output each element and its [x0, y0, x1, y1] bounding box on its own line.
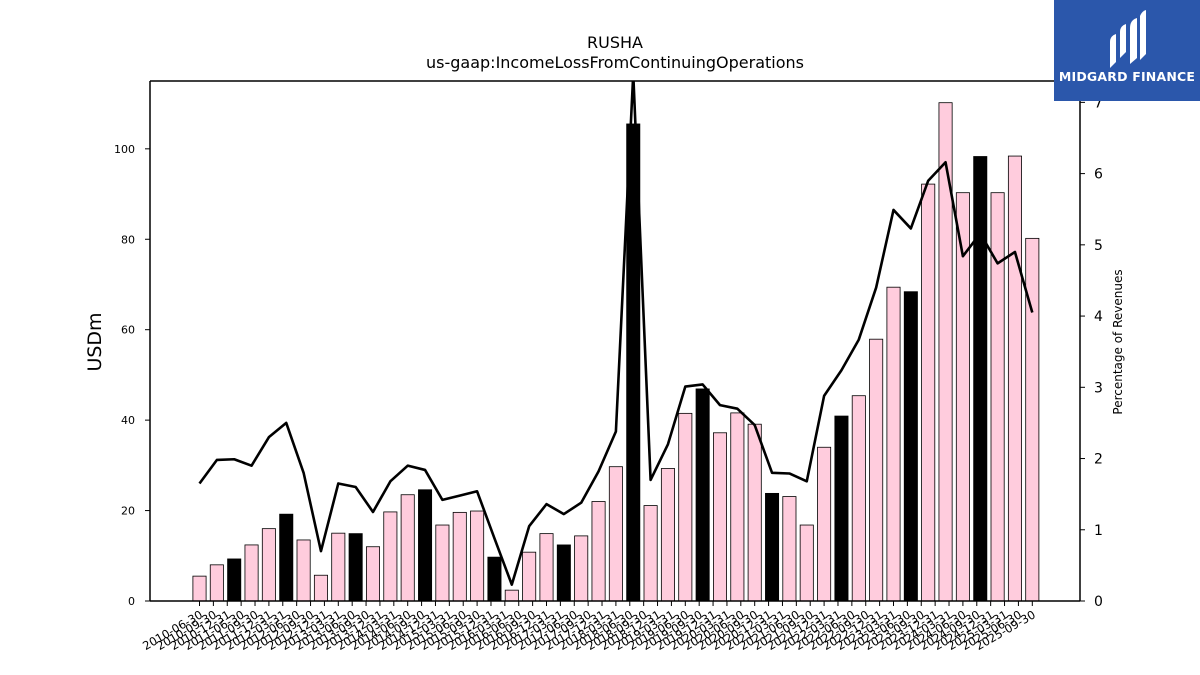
bar — [713, 432, 728, 602]
bar — [574, 535, 589, 602]
bar — [470, 510, 485, 602]
bar — [556, 544, 571, 602]
bar — [279, 513, 294, 602]
bar — [313, 574, 328, 602]
bars-layer — [192, 102, 1040, 602]
brand-logo-text: MIDGARD FINANCE — [1058, 69, 1196, 84]
bar — [747, 423, 762, 602]
bar — [834, 415, 849, 602]
bar — [1007, 155, 1022, 602]
ratio-line — [198, 81, 1034, 586]
y2-tick-label: 5 — [1094, 238, 1103, 254]
y2-tick-label: 7 — [1094, 95, 1103, 111]
y2-ticks-layer: 0 1 2 3 4 5 6 7 — [1080, 95, 1103, 610]
bar — [799, 524, 814, 602]
bar — [938, 102, 953, 602]
bar — [244, 544, 259, 602]
bar — [504, 589, 519, 602]
bar — [730, 412, 745, 602]
bar — [643, 505, 658, 602]
bar — [365, 546, 380, 602]
bar — [383, 511, 398, 602]
bar — [539, 533, 554, 602]
bar — [261, 528, 276, 602]
line-layer — [198, 81, 1034, 586]
bar — [296, 539, 311, 602]
bar — [921, 183, 936, 602]
bar — [348, 533, 363, 602]
bar — [435, 524, 450, 602]
bar — [886, 286, 901, 602]
y2-tick-label: 3 — [1094, 380, 1103, 396]
bar — [869, 338, 884, 602]
bar — [973, 156, 988, 602]
bar — [400, 494, 415, 602]
bar — [452, 511, 467, 602]
bar — [695, 388, 710, 602]
bar — [227, 558, 242, 602]
bar — [331, 532, 346, 602]
bar — [782, 496, 797, 602]
bar — [209, 564, 224, 602]
bar — [591, 501, 606, 602]
chart-subtitle: us-gaap:IncomeLossFromContinuingOperatio… — [426, 53, 804, 72]
bar — [487, 556, 502, 602]
bar — [522, 551, 537, 602]
y-tick-label: 40 — [121, 414, 135, 427]
y-tick-label: 20 — [121, 505, 135, 518]
bar — [660, 468, 675, 602]
bar — [192, 575, 207, 602]
axes-layer — [149, 80, 1081, 602]
y-ticks-layer: 0 20 40 60 80 100 — [114, 143, 150, 608]
midgard-logo-icon — [1110, 10, 1146, 68]
chart-title: RUSHA — [587, 33, 643, 52]
x-ticks-layer: 2010-06-302010-09-302010-12-312011-06-30… — [140, 601, 1038, 653]
bar — [765, 492, 780, 602]
bar — [817, 446, 832, 602]
y2-tick-label: 1 — [1094, 523, 1103, 539]
y-tick-label: 0 — [128, 595, 135, 608]
bar — [678, 412, 693, 602]
bar — [851, 395, 866, 602]
bar — [608, 466, 623, 602]
y2-tick-label: 6 — [1094, 167, 1103, 183]
y-tick-label: 60 — [121, 324, 135, 337]
brand-logo: MIDGARD FINANCE — [1054, 0, 1200, 101]
y2-tick-label: 0 — [1094, 594, 1103, 610]
y2-tick-label: 2 — [1094, 452, 1103, 468]
bar — [418, 489, 433, 602]
y2-tick-label: 4 — [1094, 309, 1103, 325]
y-axis-label: USDm — [84, 312, 106, 371]
bar — [903, 291, 918, 602]
y-tick-label: 100 — [114, 143, 135, 156]
y2-axis-label: Percentage of Revenues — [1111, 269, 1125, 414]
y-tick-label: 80 — [121, 233, 135, 246]
